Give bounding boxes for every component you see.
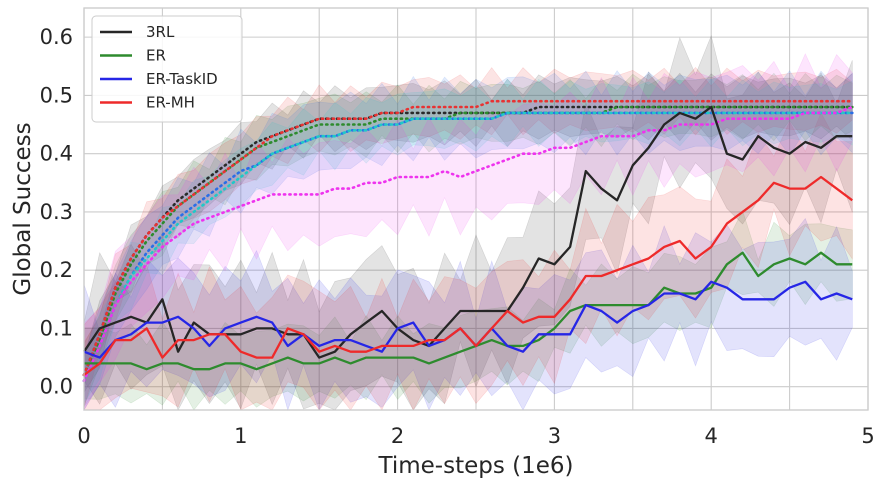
band-8 — [83, 78, 853, 404]
band-5 — [83, 72, 853, 407]
y-tick-labels: 0.0 0.1 0.2 0.3 0.4 0.5 0.6 — [40, 25, 73, 399]
x-axis-label: Time-steps (1e6) — [378, 453, 574, 479]
y-tick-label: 0.1 — [40, 316, 73, 340]
band-9 — [83, 53, 853, 412]
legend-label: 3RL — [146, 23, 175, 41]
plot-border — [83, 7, 869, 411]
band-7 — [83, 70, 853, 408]
legend: 3RL ER ER-TaskID ER-MH — [91, 15, 243, 123]
y-tick-label: 0.0 — [40, 375, 73, 399]
x-tick-label: 2 — [391, 424, 404, 448]
series-line-8 — [82, 111, 854, 383]
legend-label: ER — [146, 47, 166, 65]
series-line-6 — [82, 99, 854, 377]
legend-label: ER-TaskID — [146, 70, 218, 88]
series-lines — [82, 99, 854, 383]
series-line-1 — [84, 251, 853, 371]
y-tick-label: 0.4 — [40, 142, 73, 166]
x-tick-label: 4 — [705, 424, 718, 448]
x-tick-label: 0 — [77, 424, 90, 448]
x-tick-label: 1 — [234, 424, 247, 448]
series-line-9 — [82, 105, 854, 383]
series-line-3 — [83, 175, 853, 376]
y-tick-label: 0.3 — [40, 200, 73, 224]
x-tick-label: 5 — [861, 424, 874, 448]
x-tick-labels: 0 1 2 3 4 5 — [77, 424, 874, 448]
x-tick-label: 3 — [548, 424, 561, 448]
legend-label: ER-MH — [146, 94, 195, 112]
y-tick-label: 0.2 — [40, 258, 73, 282]
y-tick-label: 0.6 — [40, 25, 73, 49]
legend-box — [91, 15, 243, 123]
series-line-7 — [82, 111, 854, 383]
y-axis-label: Global Success — [10, 122, 36, 295]
y-tick-label: 0.5 — [40, 83, 73, 107]
band-3 — [83, 112, 853, 411]
